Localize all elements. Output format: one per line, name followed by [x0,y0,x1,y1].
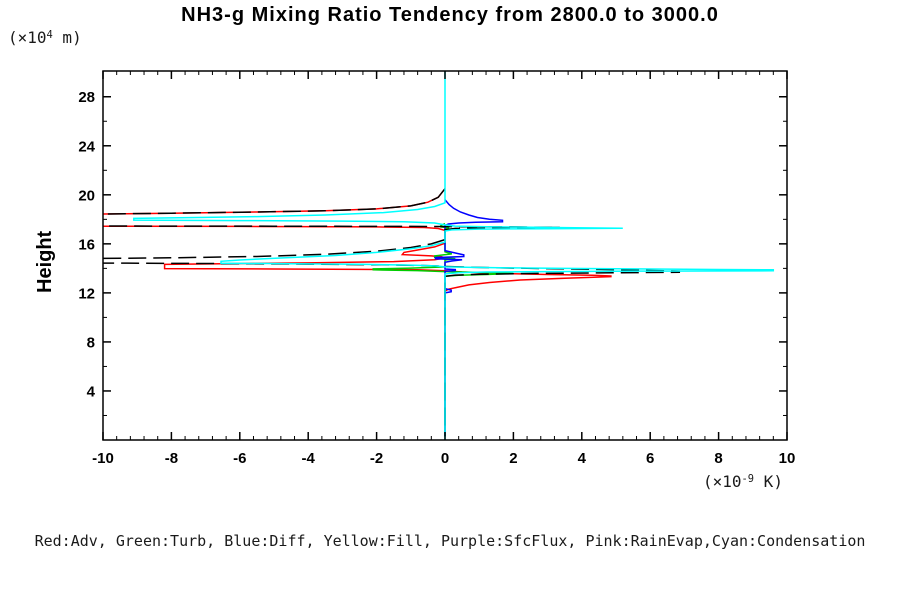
series-line-total [103,188,681,437]
x-tick-label: -10 [92,450,114,467]
y-tick-label: 24 [78,138,95,155]
x-axis-unit-label: (×10-9 K) [703,472,783,491]
chart-title: NH3-g Mixing Ratio Tendency from 2800.0 … [181,4,719,26]
y-axis-unit-label: (×104 m) [8,28,82,47]
x-unit-pre: (×10 [703,472,742,491]
x-tick-label: -4 [302,450,316,467]
x-unit-exponent: -9 [741,473,755,486]
series-line-condensation [133,71,775,440]
x-tick-label: 0 [441,450,449,467]
x-unit-post: K) [754,472,783,491]
x-tick-label: -6 [233,450,246,467]
series-line-turb [372,222,514,437]
y-tick-label: 28 [78,89,95,106]
x-tick-label: 6 [646,450,654,467]
x-tick-label: 8 [714,450,722,467]
x-tick-label: -8 [165,450,178,467]
y-tick-label: 12 [78,285,95,302]
x-tick-label: 10 [779,450,796,467]
y-unit-post: m) [52,28,82,47]
legend-caption: Red:Adv, Green:Turb, Blue:Diff, Yellow:F… [34,532,866,550]
y-tick-label: 20 [78,187,95,204]
x-tick-label: 4 [578,450,587,467]
y-tick-label: 4 [87,383,96,400]
x-tick-label: -2 [370,450,383,467]
x-tick-label: 2 [509,450,517,467]
y-unit-exponent: 4 [46,29,53,42]
series-line-diff [434,199,504,437]
y-tick-label: 16 [78,236,95,253]
y-tick-label: 8 [87,334,95,351]
y-unit-pre: (×10 [8,28,47,47]
